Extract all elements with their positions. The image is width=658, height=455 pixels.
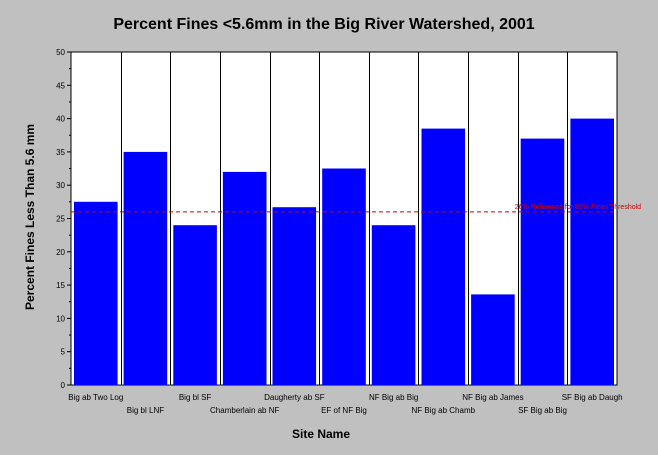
- bar: [123, 151, 168, 385]
- bar: [520, 138, 565, 385]
- bar: [74, 201, 118, 385]
- bar: [222, 171, 267, 385]
- y-tick-label: 40: [56, 115, 65, 124]
- bar: [421, 128, 466, 385]
- x-tick-label: SF Big ab Big: [518, 406, 567, 415]
- x-tick-label: NF Big ab Big: [369, 393, 418, 402]
- reference-line-label: 26% Reference for 85% Fines Threshold: [515, 204, 641, 211]
- x-tick-label: Big bl SF: [179, 393, 212, 402]
- y-tick-label: 30: [56, 181, 65, 190]
- y-tick-label: 5: [61, 348, 66, 357]
- y-tick-label: 50: [56, 48, 65, 57]
- x-tick-label: EF of NF Big: [321, 406, 367, 415]
- y-tick-label: 25: [56, 215, 65, 224]
- plot-area: 26% Reference for 85% Fines Threshold 0 5 1…: [56, 48, 641, 415]
- x-tick-label: NF Big ab James: [462, 393, 523, 402]
- bar: [322, 168, 366, 385]
- bar: [471, 294, 515, 385]
- bar: [570, 118, 614, 385]
- y-tick-label: 10: [56, 314, 65, 323]
- y-tick-label: 20: [56, 248, 65, 257]
- x-tick-label: SF Big ab Daugh: [562, 393, 623, 402]
- x-tick-label: Big ab Two Log: [68, 393, 123, 402]
- x-tick-label: Daugherty ab SF: [264, 393, 325, 402]
- y-tick-label: 15: [56, 281, 65, 290]
- x-tick-label: Big bl LNF: [127, 406, 164, 415]
- bar: [371, 225, 416, 385]
- y-tick-label: 0: [61, 381, 66, 390]
- x-tick-label: NF Big ab Chamb: [411, 406, 475, 415]
- bar: [272, 207, 317, 385]
- chart-title: Percent Fines <5.6mm in the Big River Wa…: [113, 16, 534, 33]
- y-tick-label: 35: [56, 148, 65, 157]
- y-tick-label: 45: [56, 81, 65, 90]
- bar: [173, 225, 217, 385]
- x-tick-label: Chamberlain ab NF: [210, 406, 279, 415]
- x-axis-title: Site Name: [292, 427, 350, 441]
- y-axis-title: Percent Fines Less Than 5.6 mm: [23, 124, 37, 310]
